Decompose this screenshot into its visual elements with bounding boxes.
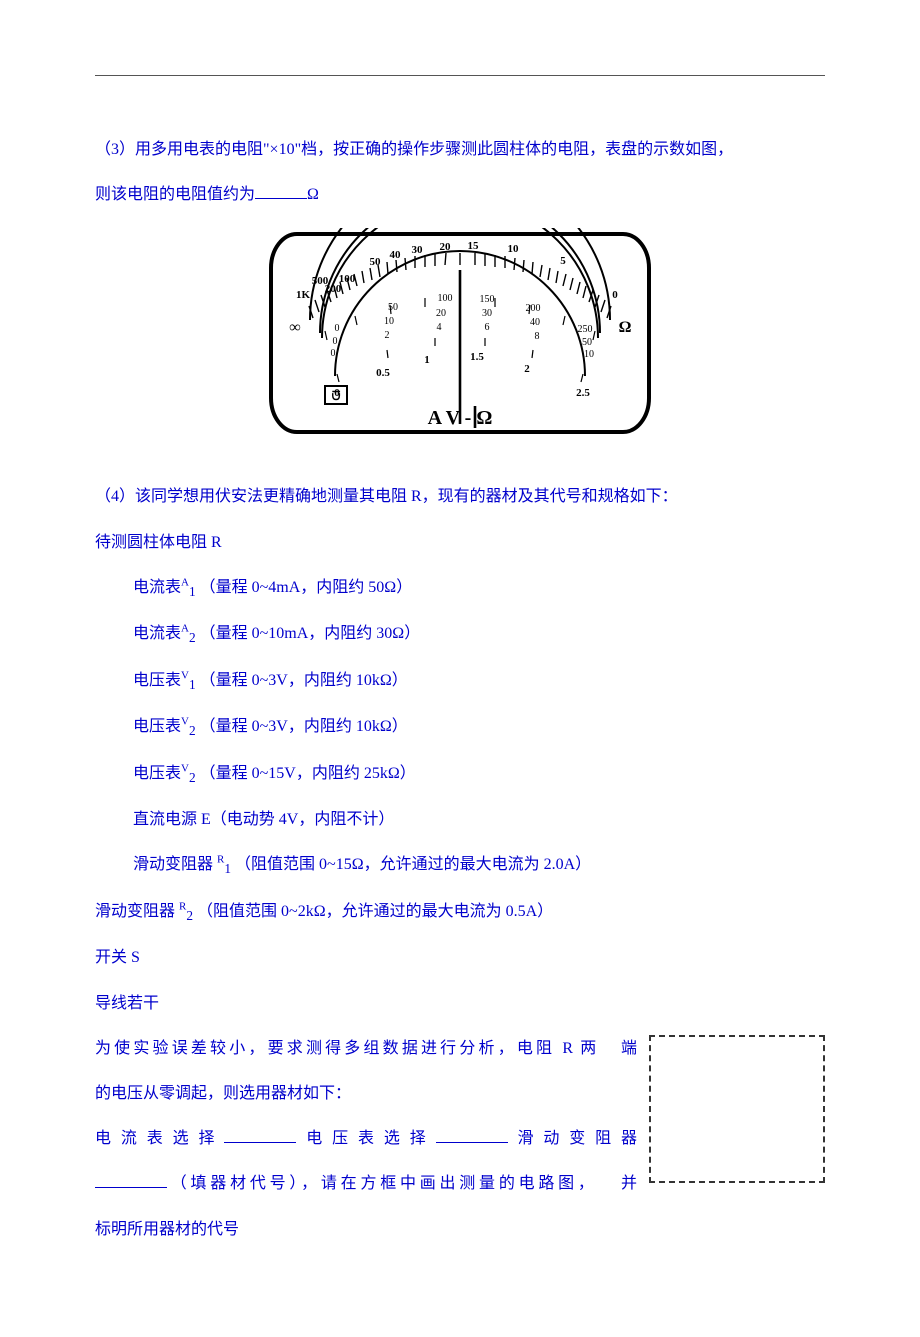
- svg-text:4: 4: [437, 322, 442, 333]
- r2-pre: 滑动变阻器: [95, 903, 175, 920]
- svg-text:2: 2: [385, 330, 390, 341]
- a1-sub: 1: [189, 584, 196, 599]
- svg-text:40: 40: [390, 249, 402, 261]
- blank-voltmeter: [436, 1142, 508, 1143]
- svg-text:8: 8: [535, 331, 540, 342]
- v2a-post: （量程 0~3V，内阻约 10kΩ）: [200, 718, 408, 735]
- para-a-text: 为使实验误差较小，要求测得多组数据进行分析，电阻 R 两: [95, 1040, 599, 1057]
- para-c-a: 电流表选择: [95, 1130, 224, 1147]
- svg-text:50: 50: [582, 337, 592, 348]
- v2b-sup: V: [181, 762, 189, 774]
- svg-text:100: 100: [339, 273, 356, 285]
- q4-line2: 待测圆柱体电阻 R: [95, 525, 825, 560]
- svg-text:0: 0: [612, 289, 618, 301]
- para-d-tail: 并: [621, 1175, 637, 1192]
- svg-text:200: 200: [526, 303, 541, 314]
- q4-r1: 滑动变阻器 R1 （阻值范围 0~15Ω，允许通过的最大电流为 2.0A）: [95, 847, 825, 884]
- q4-a2: 电流表A2 （量程 0~10mA，内阻约 30Ω）: [95, 616, 825, 653]
- a2-pre: 电流表: [133, 625, 181, 642]
- svg-text:1.5: 1.5: [470, 351, 484, 363]
- svg-text:50: 50: [388, 302, 398, 313]
- v1-pre: 电压表: [133, 672, 181, 689]
- a2-post: （量程 0~10mA，内阻约 30Ω）: [196, 625, 421, 642]
- q3-line2: 则该电阻的电阻值约为 Ω: [95, 177, 825, 212]
- q4-wires: 导线若干: [95, 986, 825, 1021]
- blank-ammeter: [224, 1142, 296, 1143]
- q3-text-b: "档，按正确的操作步骤测此圆柱体的电阻，表盘的示数如图，: [295, 141, 734, 158]
- v1-sup: V: [181, 669, 189, 681]
- header-rule: [95, 75, 825, 76]
- svg-text:Ω: Ω: [619, 319, 632, 336]
- svg-text:30: 30: [412, 244, 424, 256]
- svg-text:0.5: 0.5: [376, 367, 390, 379]
- svg-text:100: 100: [438, 293, 453, 304]
- v2b-post: （量程 0~15V，内阻约 25kΩ）: [200, 765, 416, 782]
- circuit-draw-box: [649, 1035, 825, 1183]
- svg-text:30: 30: [482, 308, 492, 319]
- svg-text:6: 6: [485, 322, 490, 333]
- a2-sup: A: [181, 623, 189, 635]
- a1-sup: A: [181, 576, 189, 588]
- q3-text-c: 则该电阻的电阻值约为: [95, 186, 255, 203]
- para-c-c: 滑动变阻器: [508, 1130, 637, 1147]
- meter-diagram: 1K 500 200 100 50 40 30 20 15 10 5 0 050…: [95, 228, 825, 443]
- svg-text:10: 10: [584, 349, 594, 360]
- svg-text:40: 40: [530, 317, 540, 328]
- svg-text:2: 2: [524, 363, 530, 375]
- svg-text:50: 50: [370, 256, 382, 268]
- q4-v2b: 电压表V2 （量程 0~15V，内阻约 25kΩ）: [95, 756, 825, 793]
- q3-text-a: （3）用多用电表的电阻": [95, 141, 270, 158]
- blank-rheostat: [95, 1187, 167, 1188]
- svg-text:1K: 1K: [296, 289, 311, 301]
- svg-text:A V - Ω: A V - Ω: [428, 407, 493, 429]
- x10: ×10: [270, 141, 295, 158]
- r1-post: （阻值范围 0~15Ω，允许通过的最大电流为 2.0A）: [235, 856, 591, 873]
- q4-para-e: 标明所用器材的代号: [95, 1212, 825, 1247]
- para-c-b: 电压表选择: [296, 1130, 435, 1147]
- svg-text:15: 15: [468, 240, 480, 252]
- svg-text:10: 10: [508, 243, 520, 255]
- r2-post: （阻值范围 0~2kΩ，允许通过的最大电流为 0.5A）: [193, 903, 553, 920]
- v2a-sup: V: [181, 716, 189, 728]
- q4-v1: 电压表V1 （量程 0~3V，内阻约 10kΩ）: [95, 663, 825, 700]
- para-a-tail: 端: [621, 1040, 637, 1057]
- v1-sub: 1: [189, 677, 196, 692]
- q4-switch: 开关 S: [95, 940, 825, 975]
- a1-pre: 电流表: [133, 579, 181, 596]
- a1-post: （量程 0~4mA，内阻约 50Ω）: [200, 579, 413, 596]
- svg-text:250: 250: [578, 324, 593, 335]
- v2b-sub: 2: [189, 770, 196, 785]
- svg-text:20: 20: [436, 308, 446, 319]
- svg-text:0: 0: [333, 336, 338, 347]
- v2b-pre: 电压表: [133, 765, 181, 782]
- v2a-pre: 电压表: [133, 718, 181, 735]
- svg-text:⩂: ⩂: [331, 388, 340, 403]
- svg-text:150: 150: [480, 294, 495, 305]
- blank-resistance: [255, 198, 307, 199]
- r1-pre: 滑动变阻器: [133, 856, 213, 873]
- v2a-sub: 2: [189, 723, 196, 738]
- q4-source: 直流电源 E（电动势 4V，内阻不计）: [95, 802, 825, 837]
- svg-text:5: 5: [560, 255, 566, 267]
- q4-line1: （4）该同学想用伏安法更精确地测量其电阻 R，现有的器材及其代号和规格如下：: [95, 479, 825, 514]
- svg-text:1: 1: [424, 354, 430, 366]
- q3-line1: （3）用多用电表的电阻"×10"档，按正确的操作步骤测此圆柱体的电阻，表盘的示数…: [95, 132, 825, 167]
- v1-post: （量程 0~3V，内阻约 10kΩ）: [200, 672, 408, 689]
- para-d-b: （填器材代号），请在方框中画出测量的电路图，: [167, 1175, 598, 1192]
- unit-omega: Ω: [307, 186, 319, 203]
- r1-sub: 1: [224, 862, 231, 877]
- svg-text:∞: ∞: [289, 319, 300, 336]
- svg-text:0: 0: [335, 323, 340, 334]
- q4-a1: 电流表A1 （量程 0~4mA，内阻约 50Ω）: [95, 570, 825, 607]
- q4-v2a: 电压表V2 （量程 0~3V，内阻约 10kΩ）: [95, 709, 825, 746]
- a2-sub: 2: [189, 630, 196, 645]
- svg-text:10: 10: [384, 316, 394, 327]
- svg-text:2.5: 2.5: [576, 387, 590, 399]
- svg-text:0: 0: [331, 348, 336, 359]
- meter-svg: 1K 500 200 100 50 40 30 20 15 10 5 0 050…: [265, 228, 655, 438]
- q4-r2: 滑动变阻器 R2 （阻值范围 0~2kΩ，允许通过的最大电流为 0.5A）: [95, 894, 825, 931]
